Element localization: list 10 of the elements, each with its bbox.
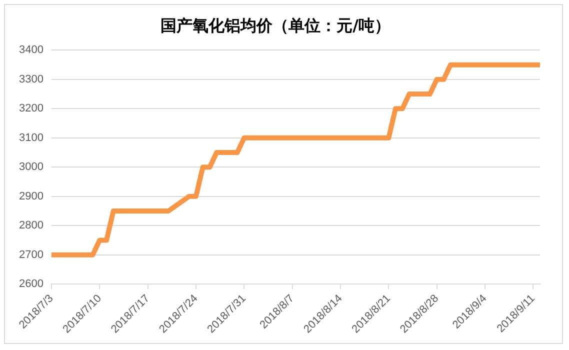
y-tick-label: 3100: [18, 132, 44, 144]
y-tick-label: 3000: [18, 161, 44, 174]
y-tick-label: 3400: [18, 44, 44, 56]
y-tick-label: 2800: [18, 220, 44, 232]
y-tick-label: 2700: [18, 248, 44, 261]
y-tick-label: 2600: [18, 278, 44, 290]
y-tick-label: 2900: [18, 190, 44, 202]
y-tick-label: 3200: [18, 102, 44, 115]
chart-title: 国产氧化铝均价（单位：元/吨）: [160, 16, 390, 35]
y-tick-label: 3300: [18, 73, 44, 86]
